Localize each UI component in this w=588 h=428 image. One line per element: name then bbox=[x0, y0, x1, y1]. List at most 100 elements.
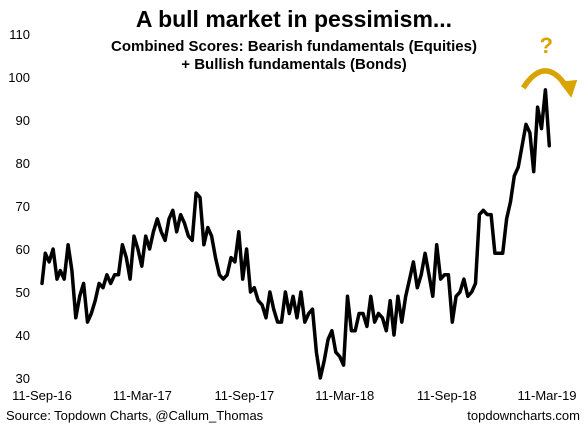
data-point bbox=[137, 248, 139, 250]
y-tick-label: 30 bbox=[16, 371, 30, 386]
data-point bbox=[532, 170, 535, 173]
x-tick-label: 11-Mar-18 bbox=[315, 388, 374, 403]
data-point bbox=[338, 355, 341, 358]
data-point bbox=[490, 213, 492, 216]
data-point bbox=[342, 364, 345, 366]
data-point bbox=[56, 278, 58, 280]
y-tick-label: 70 bbox=[16, 199, 30, 214]
data-point bbox=[94, 299, 96, 302]
data-point bbox=[307, 312, 310, 315]
data-point bbox=[261, 304, 263, 306]
data-point bbox=[323, 360, 326, 362]
data-point bbox=[404, 295, 407, 298]
data-point bbox=[470, 291, 473, 293]
data-point bbox=[389, 299, 392, 302]
data-point bbox=[238, 231, 240, 233]
data-point bbox=[129, 278, 131, 280]
data-point bbox=[141, 265, 143, 268]
annotation-layer: ? bbox=[520, 33, 578, 98]
x-tick-label: 11-Sep-17 bbox=[214, 388, 274, 403]
data-point bbox=[498, 252, 500, 255]
data-point bbox=[71, 269, 73, 272]
data-point bbox=[288, 312, 291, 315]
x-tick-label: 11-Sep-16 bbox=[12, 388, 72, 403]
data-point bbox=[152, 231, 155, 233]
data-point bbox=[52, 248, 54, 250]
data-point bbox=[463, 278, 465, 280]
data-point bbox=[98, 282, 100, 285]
data-point bbox=[377, 312, 380, 315]
data-point bbox=[292, 295, 294, 298]
site-text: topdowncharts.com bbox=[467, 408, 580, 423]
arrow-head-icon bbox=[559, 79, 578, 98]
data-point bbox=[370, 295, 372, 298]
data-point bbox=[78, 295, 81, 298]
data-point bbox=[222, 278, 225, 280]
data-point bbox=[253, 286, 256, 289]
data-point bbox=[366, 325, 368, 328]
source-text: Source: Topdown Charts, @Callum_Thomas bbox=[6, 408, 264, 423]
data-point bbox=[319, 377, 322, 379]
data-point bbox=[494, 252, 496, 255]
data-point bbox=[354, 329, 357, 332]
data-point bbox=[226, 274, 228, 276]
question-mark-annotation: ? bbox=[540, 33, 553, 58]
data-point bbox=[350, 329, 353, 332]
data-point bbox=[393, 334, 395, 336]
data-point bbox=[121, 243, 124, 246]
data-point bbox=[249, 291, 252, 293]
data-point bbox=[311, 308, 314, 311]
data-point bbox=[397, 295, 399, 298]
data-point bbox=[408, 278, 411, 280]
axis-layer: 30 40 50 60 70 80 90 100 110 11-Sep-16 11-Mar-17 11… bbox=[8, 27, 576, 403]
data-point bbox=[467, 295, 469, 298]
data-point bbox=[207, 226, 209, 229]
data-point bbox=[44, 252, 47, 255]
data-point bbox=[304, 321, 306, 323]
data-point bbox=[210, 235, 213, 237]
data-point bbox=[179, 213, 182, 216]
data-point bbox=[501, 252, 504, 255]
data-point bbox=[117, 274, 120, 276]
data-point bbox=[478, 213, 481, 216]
data-point bbox=[265, 317, 267, 319]
data-point bbox=[416, 286, 419, 289]
data-point bbox=[548, 145, 551, 147]
data-point bbox=[439, 278, 442, 280]
data-point bbox=[168, 218, 170, 220]
data-point bbox=[509, 200, 512, 203]
data-point bbox=[214, 256, 217, 259]
chart-subtitle-line2: + Bullish fundamentals (Bonds) bbox=[181, 56, 406, 73]
data-point bbox=[335, 351, 337, 354]
data-point bbox=[517, 166, 519, 169]
data-point bbox=[133, 235, 135, 237]
data-point bbox=[156, 218, 159, 220]
data-point bbox=[432, 295, 434, 298]
data-point bbox=[245, 248, 248, 250]
data-point bbox=[412, 261, 415, 263]
data-point bbox=[451, 321, 454, 323]
data-point bbox=[428, 274, 430, 276]
y-tick-label: 40 bbox=[16, 328, 30, 343]
data-point bbox=[315, 351, 318, 354]
chart-title: A bull market in pessimism... bbox=[136, 6, 452, 32]
data-point bbox=[474, 282, 477, 285]
data-point bbox=[373, 321, 376, 323]
data-point bbox=[82, 282, 85, 285]
data-point bbox=[300, 291, 302, 293]
data-point bbox=[284, 291, 287, 293]
data-point bbox=[187, 235, 190, 237]
data-point bbox=[276, 321, 279, 323]
data-point bbox=[443, 274, 446, 276]
data-point bbox=[424, 252, 426, 255]
data-point bbox=[536, 106, 539, 108]
chart-subtitle-line1: Combined Scores: Bearish fundamentals (E… bbox=[111, 38, 477, 55]
series-layer bbox=[40, 88, 552, 380]
y-tick-label: 110 bbox=[9, 27, 30, 42]
data-point bbox=[513, 175, 516, 177]
data-point bbox=[521, 145, 523, 147]
data-point bbox=[106, 274, 108, 276]
data-point bbox=[191, 239, 193, 242]
